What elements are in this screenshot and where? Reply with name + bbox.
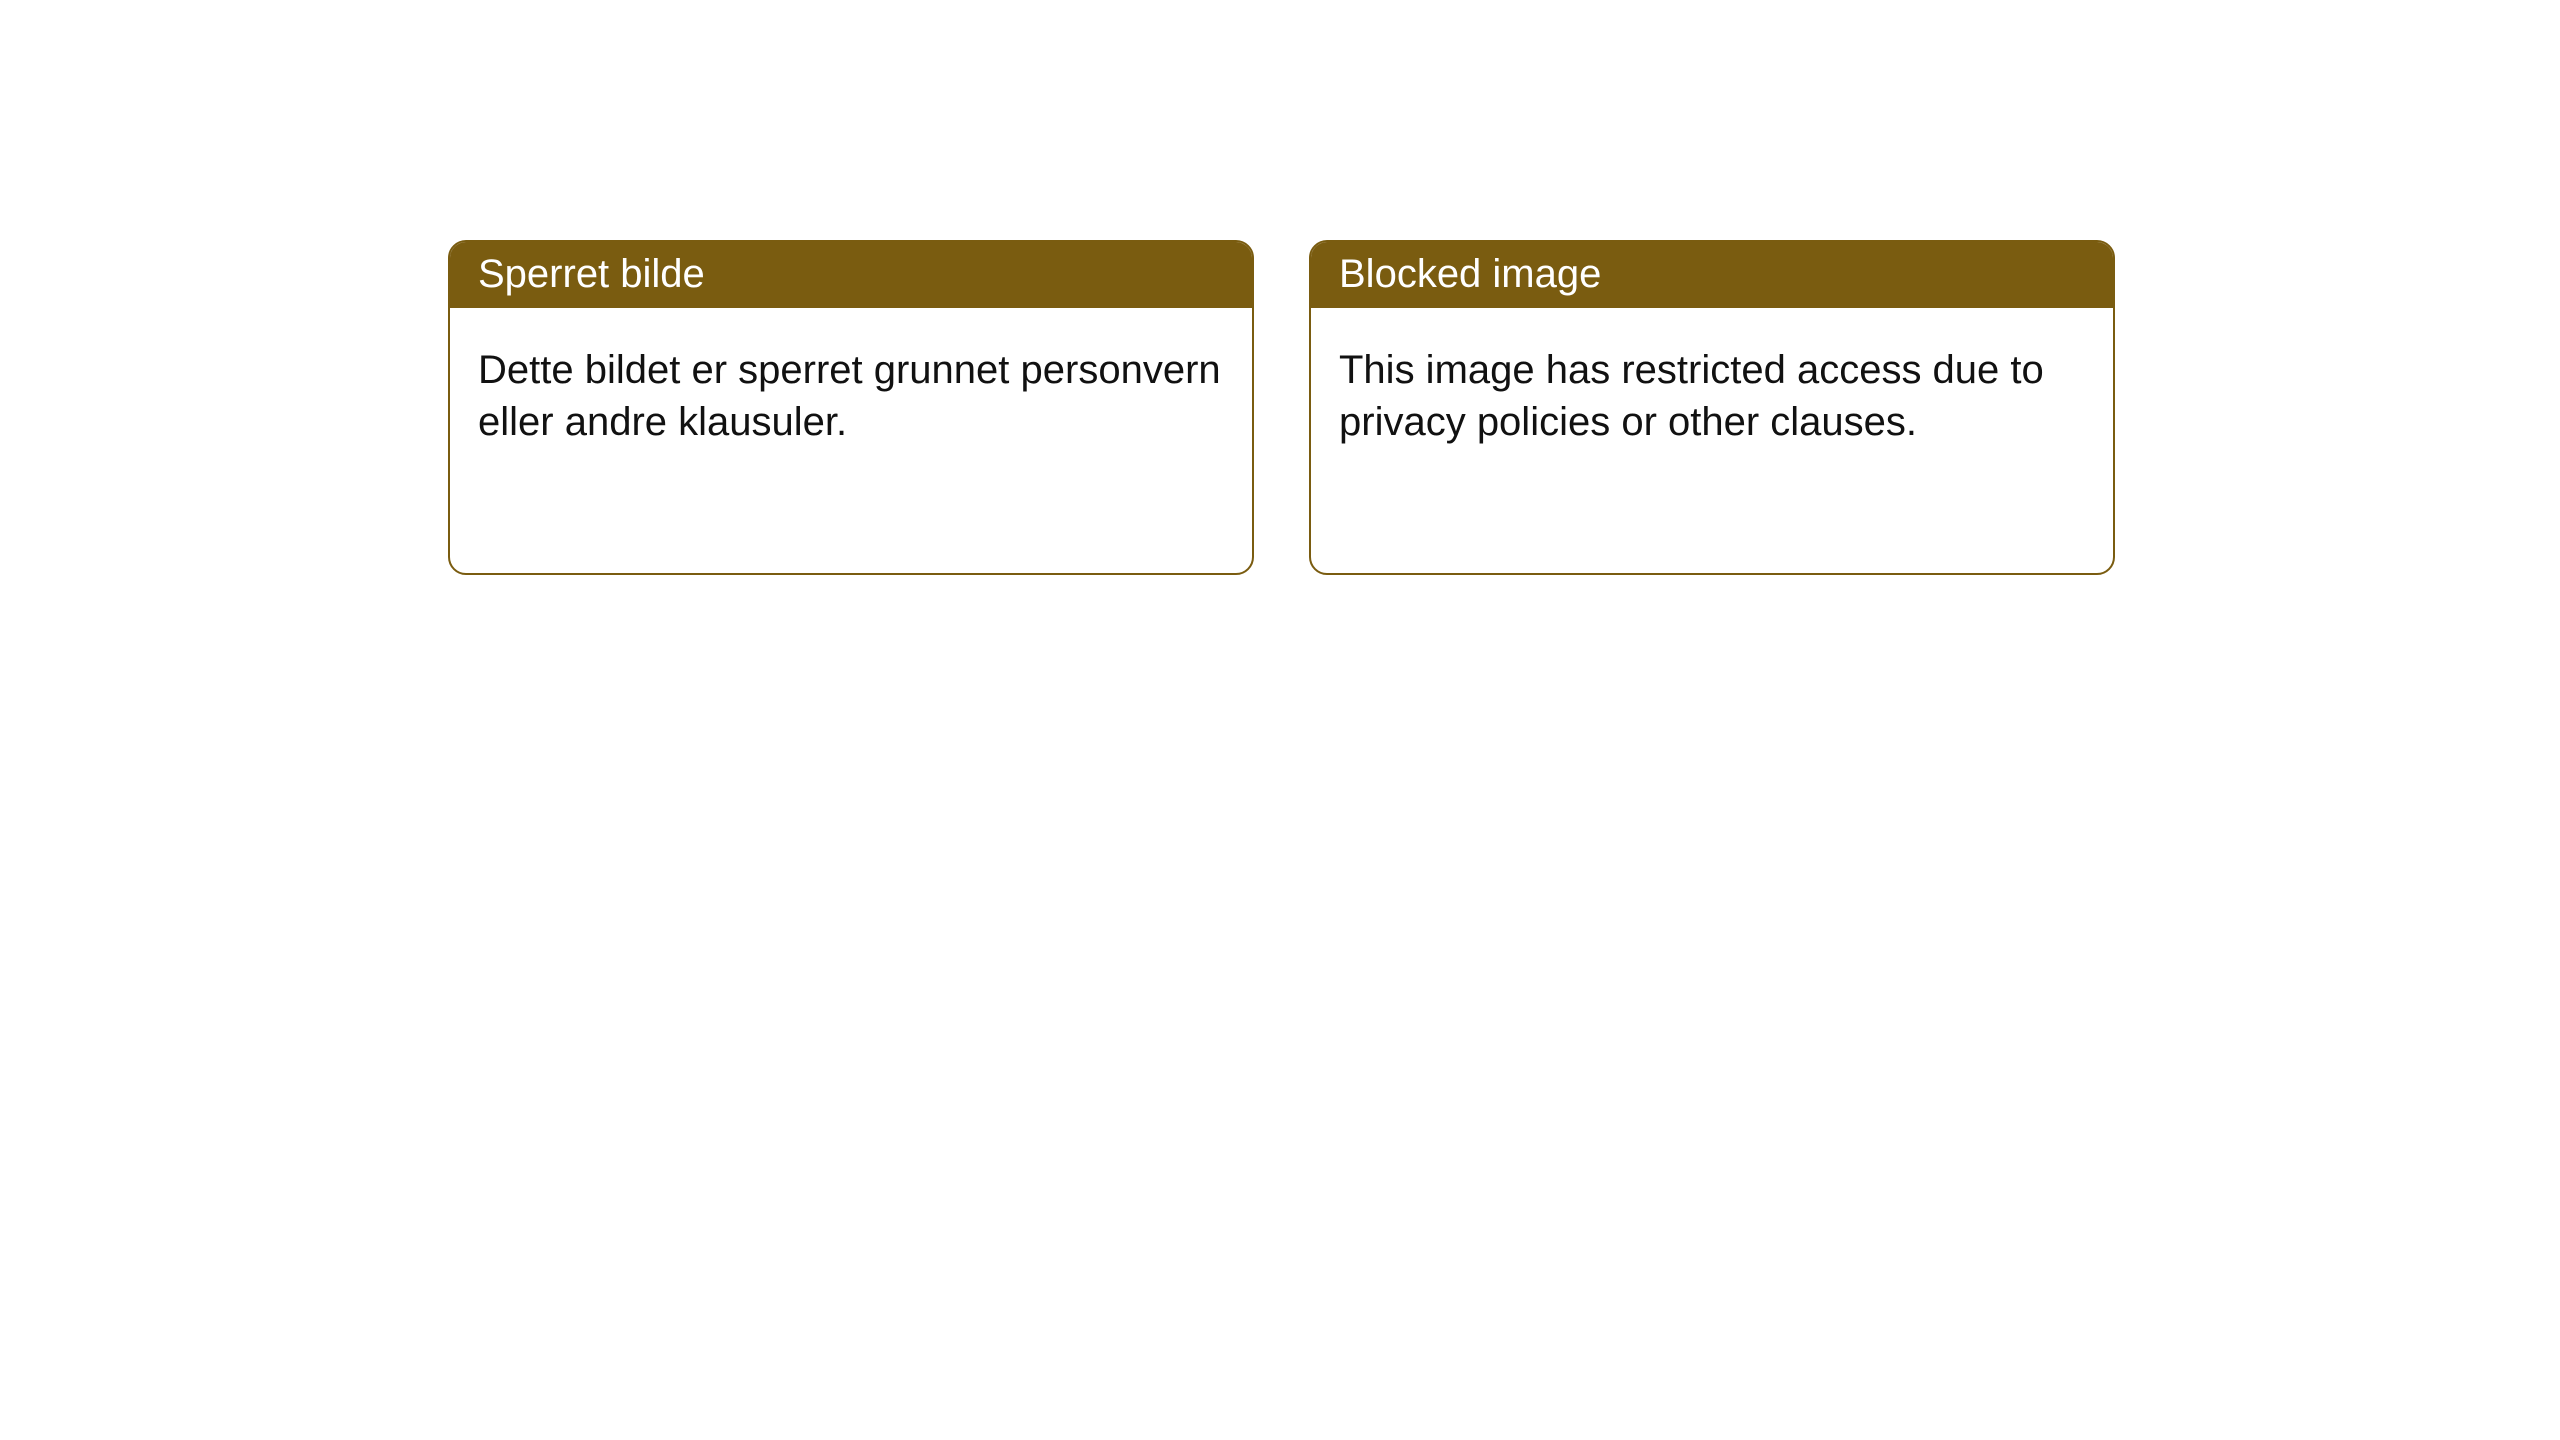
notice-container: Sperret bilde Dette bildet er sperret gr… (0, 0, 2560, 575)
notice-body-english: This image has restricted access due to … (1311, 308, 2113, 484)
notice-body-norwegian: Dette bildet er sperret grunnet personve… (450, 308, 1252, 484)
notice-header-norwegian: Sperret bilde (450, 242, 1252, 308)
notice-box-norwegian: Sperret bilde Dette bildet er sperret gr… (448, 240, 1254, 575)
notice-header-english: Blocked image (1311, 242, 2113, 308)
notice-box-english: Blocked image This image has restricted … (1309, 240, 2115, 575)
